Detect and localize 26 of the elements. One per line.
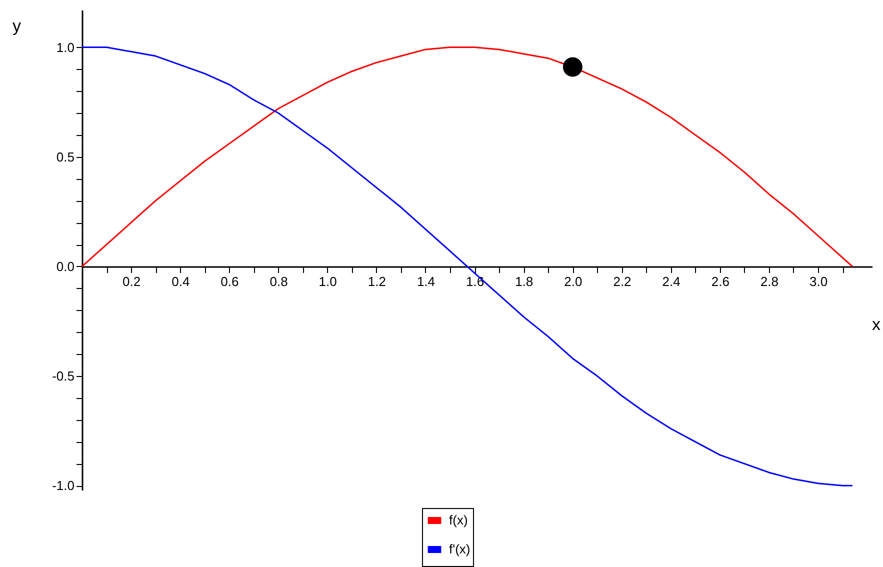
x-axis-title: x <box>872 314 881 334</box>
x-tick-label: 0.4 <box>172 274 190 289</box>
y-tick-label: 0.0 <box>56 258 74 274</box>
x-tick-label: 0.8 <box>270 274 288 289</box>
x-tick-label: 0.2 <box>122 274 141 289</box>
legend-label: f'(x) <box>449 542 470 556</box>
x-tick-label: 1.0 <box>318 274 337 289</box>
x-tick-label: 3.0 <box>809 274 828 289</box>
x-tick-label: 2.8 <box>760 274 778 289</box>
x-tick-label: 2.0 <box>564 274 582 289</box>
x-tick-label: 1.8 <box>515 274 534 289</box>
x-tick-label: 2.2 <box>613 274 632 289</box>
x-tick-label: 2.4 <box>662 274 680 289</box>
x-tick-label: 1.2 <box>368 274 386 289</box>
x-tick-label: 0.6 <box>220 274 239 289</box>
y-tick-label: 0.5 <box>56 149 74 164</box>
line-series <box>81 46 854 486</box>
legend-label: f(x) <box>449 512 468 528</box>
y-axis-title: y <box>12 16 22 36</box>
y-tick-label: -1.0 <box>52 478 74 494</box>
x-tick-label: 1.6 <box>466 274 484 289</box>
x-tick-label: 1.4 <box>416 274 436 289</box>
y-tick-label: -0.5 <box>52 368 74 384</box>
y-tick-label: 1.0 <box>56 40 74 55</box>
line-series <box>81 46 854 268</box>
x-tick-label: 2.6 <box>711 274 730 289</box>
